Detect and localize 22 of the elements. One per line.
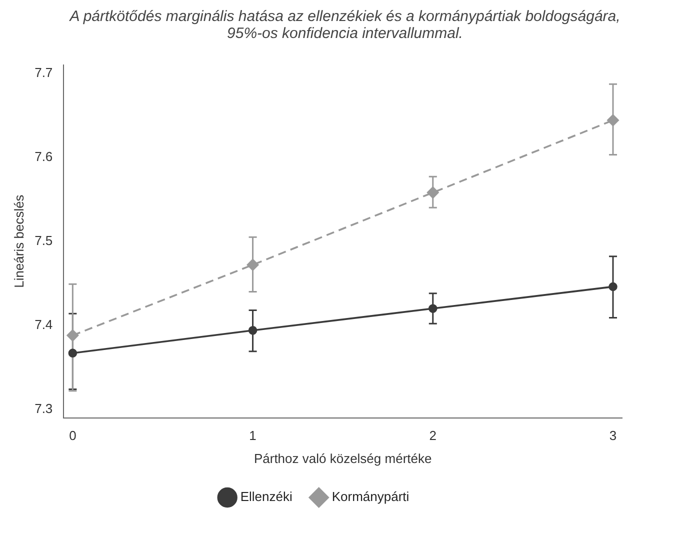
point xyxy=(607,114,619,126)
point xyxy=(66,330,79,342)
point xyxy=(428,304,438,313)
y-axis-title: Lineáris becslés xyxy=(11,194,26,288)
x-tick-label: 2 xyxy=(429,428,437,444)
legend-label: Kormánypárti xyxy=(332,489,410,504)
chart-title: A pártkötődés marginális hatása az ellenzékiek és a kormánypártiak boldogságára, 95%-os konfidencia intervallummal. xyxy=(68,8,622,42)
point xyxy=(426,186,439,198)
legend-label: Ellenzéki xyxy=(240,489,292,504)
point xyxy=(246,258,259,271)
x-tick-label: 3 xyxy=(609,428,617,444)
y-tick-label: 7.3 xyxy=(34,400,53,416)
y-tick-label: 7.6 xyxy=(34,148,53,164)
x-tick-label: 0 xyxy=(69,428,76,444)
y-tick-label: 7.4 xyxy=(34,316,53,332)
point xyxy=(68,348,78,358)
point xyxy=(608,282,618,292)
x-tick-label: 1 xyxy=(249,428,256,444)
y-tick-label: 7.7 xyxy=(34,64,53,80)
x-axis-title: Párthoz való közelség mértéke xyxy=(254,450,432,466)
point xyxy=(248,326,258,335)
y-tick-label: 7.5 xyxy=(34,232,53,248)
